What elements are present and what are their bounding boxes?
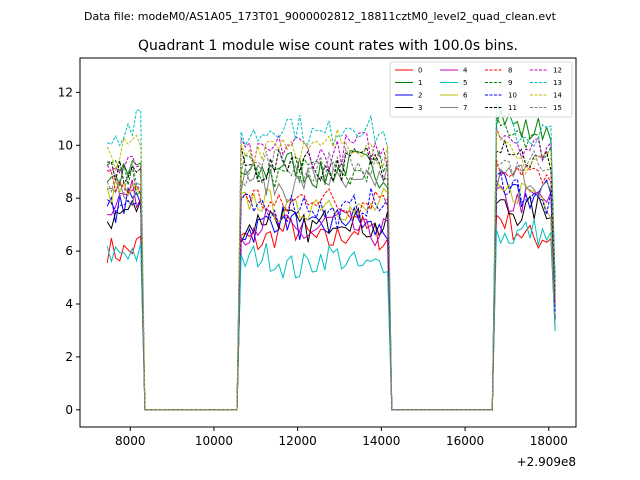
legend-label-3: 3 bbox=[418, 104, 422, 112]
legend-label-11: 11 bbox=[508, 104, 517, 112]
x-tick-label: 18000 bbox=[530, 434, 568, 448]
y-tick-label: 0 bbox=[65, 403, 73, 417]
y-tick-label: 4 bbox=[65, 297, 73, 311]
legend-label-6: 6 bbox=[463, 92, 468, 100]
series-line-15 bbox=[106, 147, 556, 411]
series-line-8 bbox=[107, 159, 556, 411]
legend-label-14: 14 bbox=[553, 92, 562, 100]
x-tick-label: 10000 bbox=[195, 434, 233, 448]
series-line-5 bbox=[106, 219, 556, 411]
series-layer bbox=[106, 103, 556, 411]
x-tick-label: 8000 bbox=[115, 434, 146, 448]
legend-box bbox=[389, 61, 573, 118]
legend-label-10: 10 bbox=[508, 92, 517, 100]
y-tick-label: 6 bbox=[65, 244, 73, 258]
x-tick-label: 14000 bbox=[362, 434, 400, 448]
legend-label-8: 8 bbox=[508, 67, 512, 75]
plot-frame bbox=[79, 57, 577, 428]
y-tick-label: 12 bbox=[58, 85, 73, 99]
x-offset-label: +2.909e8 bbox=[517, 455, 576, 469]
legend-label-15: 15 bbox=[553, 104, 562, 112]
legend-label-2: 2 bbox=[418, 92, 422, 100]
x-axis: 8000 10000 12000 14000 16000 18000 bbox=[115, 427, 568, 448]
legend-label-1: 1 bbox=[418, 79, 422, 87]
legend-label-0: 0 bbox=[418, 67, 422, 75]
series-line-14 bbox=[106, 127, 556, 411]
legend-label-9: 9 bbox=[508, 79, 512, 87]
x-tick-label: 12000 bbox=[279, 434, 317, 448]
x-tick-label: 16000 bbox=[446, 434, 484, 448]
y-tick-label: 8 bbox=[65, 191, 73, 205]
y-axis: 0 2 4 6 8 10 12 bbox=[58, 85, 80, 417]
chart-title: Quadrant 1 module wise count rates with … bbox=[138, 38, 518, 54]
legend-label-7: 7 bbox=[463, 104, 467, 112]
figure-suptitle: Data file: modeM0/AS1A05_173T01_90000028… bbox=[84, 10, 557, 23]
legend-label-4: 4 bbox=[463, 67, 468, 75]
legend-label-13: 13 bbox=[553, 79, 562, 87]
legend-label-12: 12 bbox=[553, 67, 562, 75]
y-tick-label: 2 bbox=[65, 350, 73, 364]
legend-label-5: 5 bbox=[463, 79, 467, 87]
y-tick-label: 10 bbox=[58, 138, 73, 152]
